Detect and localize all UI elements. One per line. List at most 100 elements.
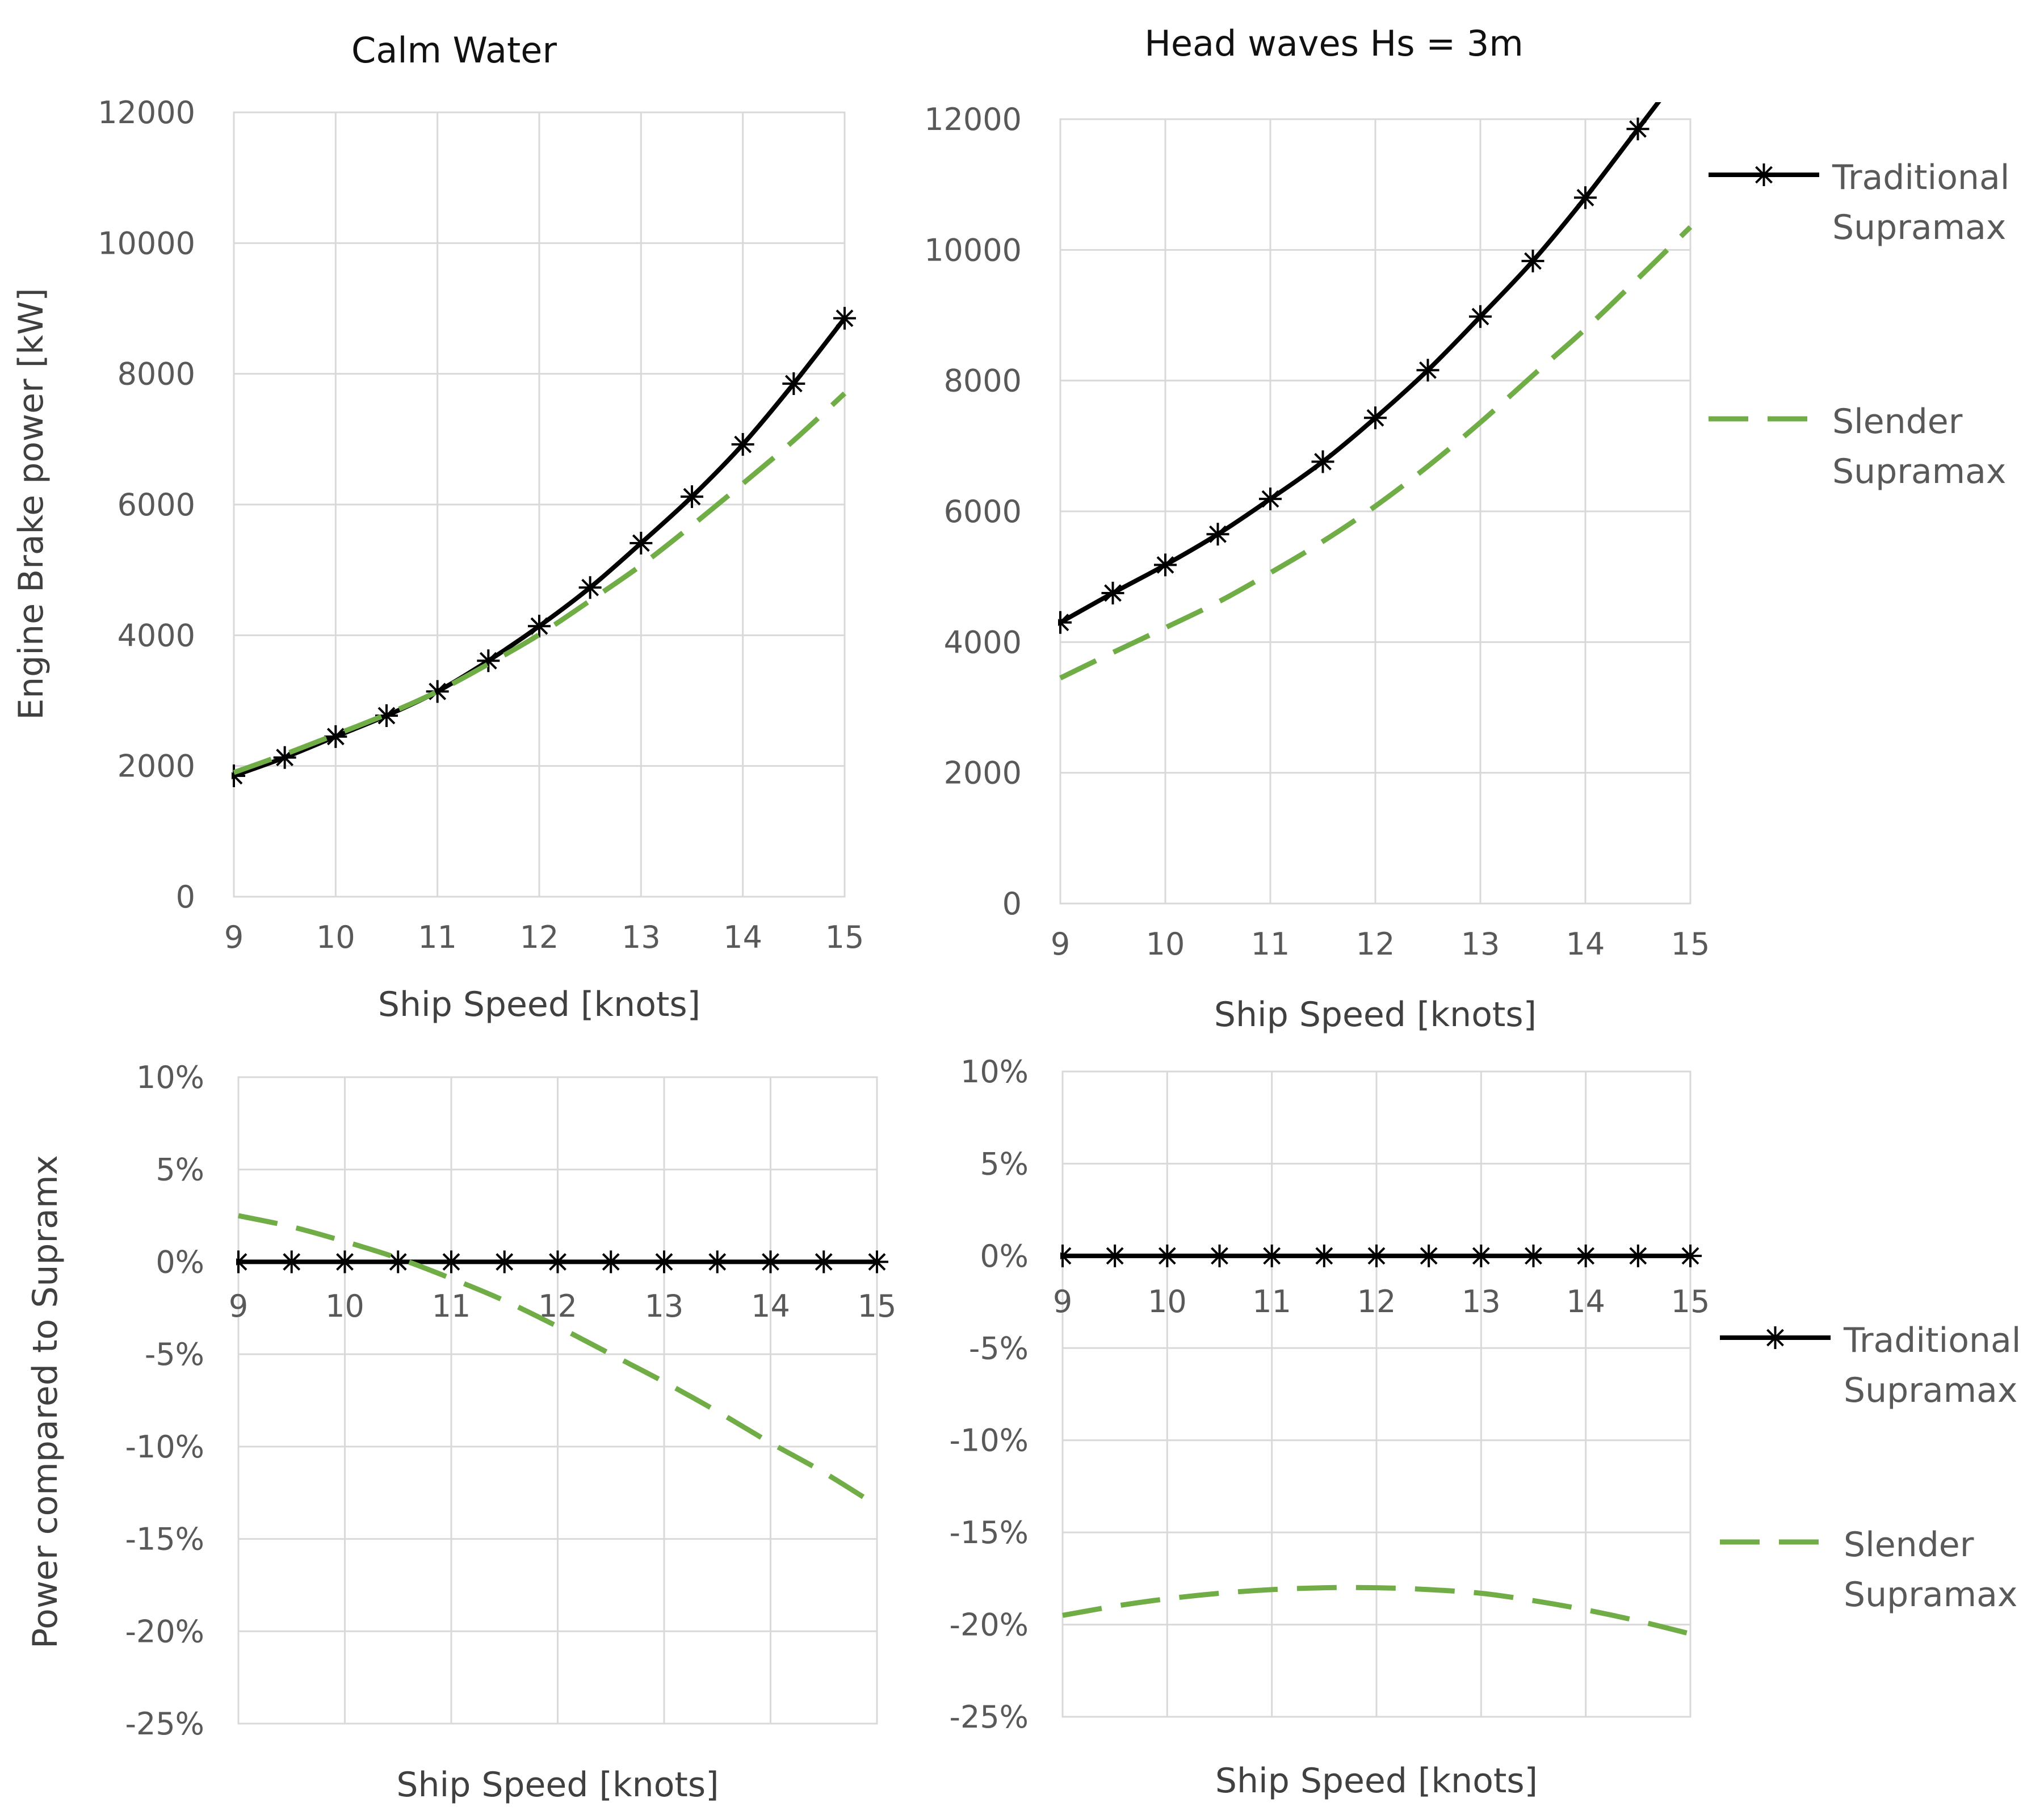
data-point-marker	[1103, 1244, 1127, 1267]
data-point-marker	[1626, 117, 1650, 141]
series-line-slender	[1059, 225, 1693, 680]
x-tick-label: 13	[622, 919, 661, 955]
legend-label: Supramax	[1844, 1371, 2017, 1410]
series-line-traditional	[233, 317, 847, 778]
data-point-marker	[1522, 1244, 1545, 1267]
data-point-marker	[324, 725, 347, 748]
legend-label: Slender	[1844, 1525, 1974, 1565]
data-point-marker	[1416, 359, 1439, 382]
data-point-marker	[546, 1250, 569, 1274]
data-point-marker	[387, 1250, 410, 1274]
y-tick-label: 6000	[117, 487, 195, 523]
y-tick-label: 0	[1002, 886, 1022, 922]
x-tick-label: 13	[645, 1288, 684, 1324]
x-axis-label: Ship Speed [knots]	[1214, 995, 1537, 1035]
legend-label: Supramax	[1832, 208, 2006, 247]
data-point-marker	[833, 306, 856, 330]
data-point-marker	[1470, 1244, 1493, 1267]
x-tick-label: 9	[229, 1288, 248, 1324]
x-tick-label: 15	[1671, 926, 1710, 962]
y-tick-label: 4000	[117, 617, 195, 653]
x-tick-label: 11	[1251, 926, 1290, 962]
x-tick-label: 13	[1462, 1284, 1501, 1320]
y-tick-label: -20%	[125, 1613, 204, 1649]
data-point-marker	[1574, 1244, 1597, 1267]
data-point-marker	[1626, 1244, 1650, 1267]
x-tick-label: 12	[1356, 926, 1395, 962]
data-point-marker	[1154, 553, 1177, 577]
x-axis-label: Ship Speed [knots]	[378, 985, 700, 1024]
x-tick-label: 10	[325, 1288, 364, 1324]
y-tick-label: 4000	[944, 624, 1022, 660]
y-tick-label: 10%	[136, 1060, 204, 1095]
data-point-marker	[1364, 406, 1387, 430]
data-point-marker	[1521, 249, 1544, 272]
data-point-marker	[731, 433, 754, 456]
data-point-marker	[782, 372, 805, 395]
data-point-marker	[1101, 581, 1124, 604]
data-point-marker	[653, 1250, 675, 1274]
series-line-slender	[233, 391, 847, 775]
y-tick-label: -25%	[949, 1699, 1029, 1735]
data-point-marker	[1417, 1244, 1441, 1267]
y-tick-label: 0%	[980, 1238, 1029, 1274]
data-point-marker	[681, 485, 703, 509]
y-tick-label: 0%	[156, 1244, 204, 1280]
legend: Traditional Supramax Slender Supramax	[1720, 1321, 2021, 1615]
data-point-marker	[1156, 1244, 1179, 1267]
data-point-marker	[1574, 186, 1597, 209]
y-tick-label: 8000	[944, 363, 1022, 399]
y-tick-label: 12000	[924, 102, 1022, 137]
y-tick-label: 2000	[944, 755, 1022, 791]
series-group	[1058, 102, 1693, 680]
y-tick-label: 8000	[117, 356, 195, 392]
series-line-slender	[1062, 1585, 1692, 1637]
y-tick-label: 10000	[924, 232, 1022, 268]
legend-label: Supramax	[1844, 1575, 2017, 1615]
data-point-marker	[759, 1250, 782, 1274]
chart-waves-relative: -25% -20% -15% -10% -5% 0% 5% 10% 9 10 11 12 13 14 15 S…	[949, 1054, 2021, 1801]
y-tick-label: -10%	[949, 1423, 1029, 1459]
legend: Traditional Supramax Slender Supramax	[1709, 158, 2009, 491]
x-tick-label: 10	[1148, 1284, 1187, 1320]
y-tick-label: 5%	[156, 1152, 204, 1188]
series-group	[1060, 1244, 1702, 1637]
data-point-marker	[866, 1250, 888, 1274]
series-group	[236, 1213, 888, 1508]
x-tick-label: 10	[1146, 926, 1185, 962]
data-point-marker	[812, 1250, 836, 1274]
data-point-marker	[1469, 305, 1492, 328]
y-tick-label: 5%	[980, 1146, 1029, 1182]
chart-calm-power: 0 2000 4000 6000 8000 10000 12000 9 10 11 12 13 14 15…	[11, 30, 864, 1024]
x-tick-label: 12	[520, 919, 559, 955]
data-point-marker	[1679, 1244, 1702, 1267]
y-tick-label: 6000	[944, 494, 1022, 530]
x-tick-label: 9	[1051, 926, 1070, 962]
y-tick-label: -20%	[949, 1607, 1029, 1643]
x-tick-label: 11	[418, 919, 457, 955]
data-point-marker	[1058, 611, 1072, 634]
y-tick-label: 10000	[98, 225, 195, 261]
legend-marker-icon	[1764, 1326, 1787, 1349]
x-tick-label: 13	[1461, 926, 1500, 962]
chart-title: Calm Water	[351, 30, 557, 71]
data-point-marker	[1365, 1244, 1388, 1267]
data-point-marker	[477, 649, 500, 673]
y-tick-label: -5%	[145, 1337, 204, 1372]
data-point-marker	[280, 1250, 303, 1274]
x-tick-label: 9	[224, 919, 244, 955]
data-point-marker	[333, 1250, 356, 1274]
x-tick-label: 11	[432, 1288, 471, 1324]
x-tick-label: 9	[1053, 1284, 1072, 1320]
y-tick-label: 12000	[98, 95, 195, 131]
y-tick-label: -15%	[949, 1515, 1029, 1551]
data-point-marker	[599, 1250, 623, 1274]
x-tick-label: 10	[316, 919, 355, 955]
x-axis-label: Ship Speed [knots]	[1215, 1761, 1538, 1801]
data-point-marker	[236, 1250, 250, 1274]
legend-label: Traditional	[1832, 158, 2009, 198]
y-tick-label: -10%	[125, 1429, 204, 1465]
chart-waves-power: 0 2000 4000 6000 8000 10000 12000 9 10 11 12 13 14 15…	[924, 23, 2009, 1035]
y-tick-label: -25%	[125, 1706, 204, 1742]
